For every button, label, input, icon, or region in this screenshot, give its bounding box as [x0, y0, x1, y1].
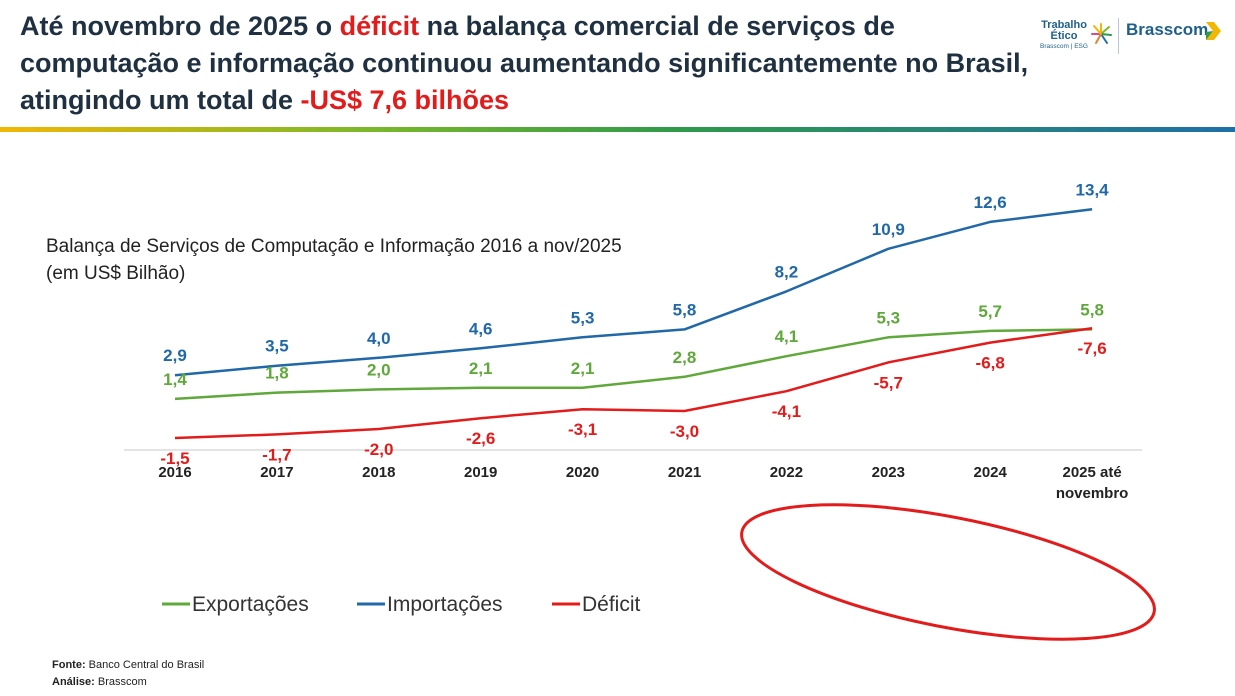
analysis-line: Análise: Brasscom: [52, 676, 147, 688]
footer: Fonte: Banco Central do Brasil Análise: …: [52, 657, 204, 691]
series-line-exportacoes: [174, 328, 1093, 401]
chevron-icon: [1206, 22, 1221, 40]
data-label-deficit: -6,8: [976, 354, 1005, 373]
x-tick-label: 2019: [464, 464, 497, 481]
source-line: Fonte: Banco Central do Brasil: [52, 659, 205, 671]
data-label-importacoes: 12,6: [974, 193, 1007, 212]
data-label-exportacoes: 2,1: [571, 359, 595, 378]
chart-title: Balança de Serviços de Computação e Info…: [46, 236, 622, 257]
trabalho-etico-logo: Trabalho Ético Brasscom | ESG: [1028, 16, 1114, 56]
data-label-deficit: -2,6: [466, 429, 495, 448]
x-tick-label: 2021: [668, 464, 701, 481]
data-label-exportacoes: 2,8: [673, 348, 697, 367]
data-label-exportacoes: 2,1: [469, 359, 493, 378]
deficit-highlight-ellipse: [740, 503, 1156, 641]
data-label-importacoes: 5,3: [571, 308, 595, 327]
x-tick-label: 2017: [260, 464, 293, 481]
data-label-deficit: -2,0: [364, 440, 393, 459]
data-label-deficit: -3,1: [568, 420, 597, 439]
legend-label: Importações: [387, 593, 503, 616]
data-label-deficit: -5,7: [874, 373, 903, 392]
x-tick-label: 2022: [770, 464, 803, 481]
data-label-importacoes: 4,6: [469, 319, 493, 338]
series-line-importacoes: [174, 208, 1093, 377]
legend-label: Exportações: [192, 593, 309, 616]
logo-line-1: Trabalho: [1041, 19, 1087, 31]
title-highlight-deficit: déficit: [339, 11, 420, 41]
data-label-deficit: -4,1: [772, 402, 801, 421]
sunburst-icon: [1091, 23, 1112, 44]
header-gradient-bar: [0, 127, 1235, 132]
data-label-importacoes: 8,2: [775, 262, 799, 281]
data-label-exportacoes: 2,0: [367, 360, 391, 379]
data-label-exportacoes: 5,8: [1080, 300, 1104, 319]
data-label-importacoes: 4,0: [367, 329, 391, 348]
data-label-deficit: -1,7: [262, 445, 291, 464]
data-label-exportacoes: 5,7: [978, 302, 1002, 321]
balance-line-chart: Balança de Serviços de Computação e Info…: [46, 180, 1156, 641]
legend-item-deficit: Déficit: [552, 593, 641, 616]
legend-item-exportacoes: Exportações: [162, 593, 309, 616]
logo-line-2: Ético: [1050, 30, 1078, 42]
data-label-exportacoes: 1,4: [163, 370, 187, 389]
data-label-importacoes: 10,9: [872, 220, 905, 239]
data-label-importacoes: 13,4: [1076, 180, 1110, 199]
logo-line-3: Brasscom | ESG: [1040, 43, 1088, 50]
series-line-deficit: [174, 326, 1093, 440]
title-highlight-total: -US$ 7,6 bilhões: [300, 85, 510, 115]
x-tick-label: 2023: [872, 464, 905, 481]
x-tick-label: 2020: [566, 464, 599, 481]
data-label-deficit: -7,6: [1077, 339, 1106, 358]
data-label-deficit: -3,0: [670, 422, 699, 441]
data-label-importacoes: 5,8: [673, 300, 697, 319]
data-label-exportacoes: 4,1: [775, 327, 799, 346]
x-tick-label: 2018: [362, 464, 395, 481]
data-label-importacoes: 2,9: [163, 346, 187, 365]
data-label-deficit: -1,5: [160, 449, 189, 468]
x-tick-label: 2025 até novembro: [1056, 464, 1129, 502]
page-title: Até novembro de 2025 o déficit na balanç…: [20, 11, 1029, 115]
legend-label: Déficit: [582, 593, 641, 616]
x-tick-label: 2016: [158, 464, 191, 481]
chart-subtitle: (em US$ Bilhão): [46, 263, 185, 284]
x-tick-label: 2024: [974, 464, 1008, 481]
data-label-importacoes: 3,5: [265, 337, 289, 356]
logo-divider: [1118, 18, 1119, 54]
data-label-exportacoes: 5,3: [876, 308, 900, 327]
brasscom-logo: Brasscom: [1126, 20, 1209, 39]
legend-item-importacoes: Importações: [357, 593, 503, 616]
data-label-exportacoes: 1,8: [265, 364, 289, 383]
